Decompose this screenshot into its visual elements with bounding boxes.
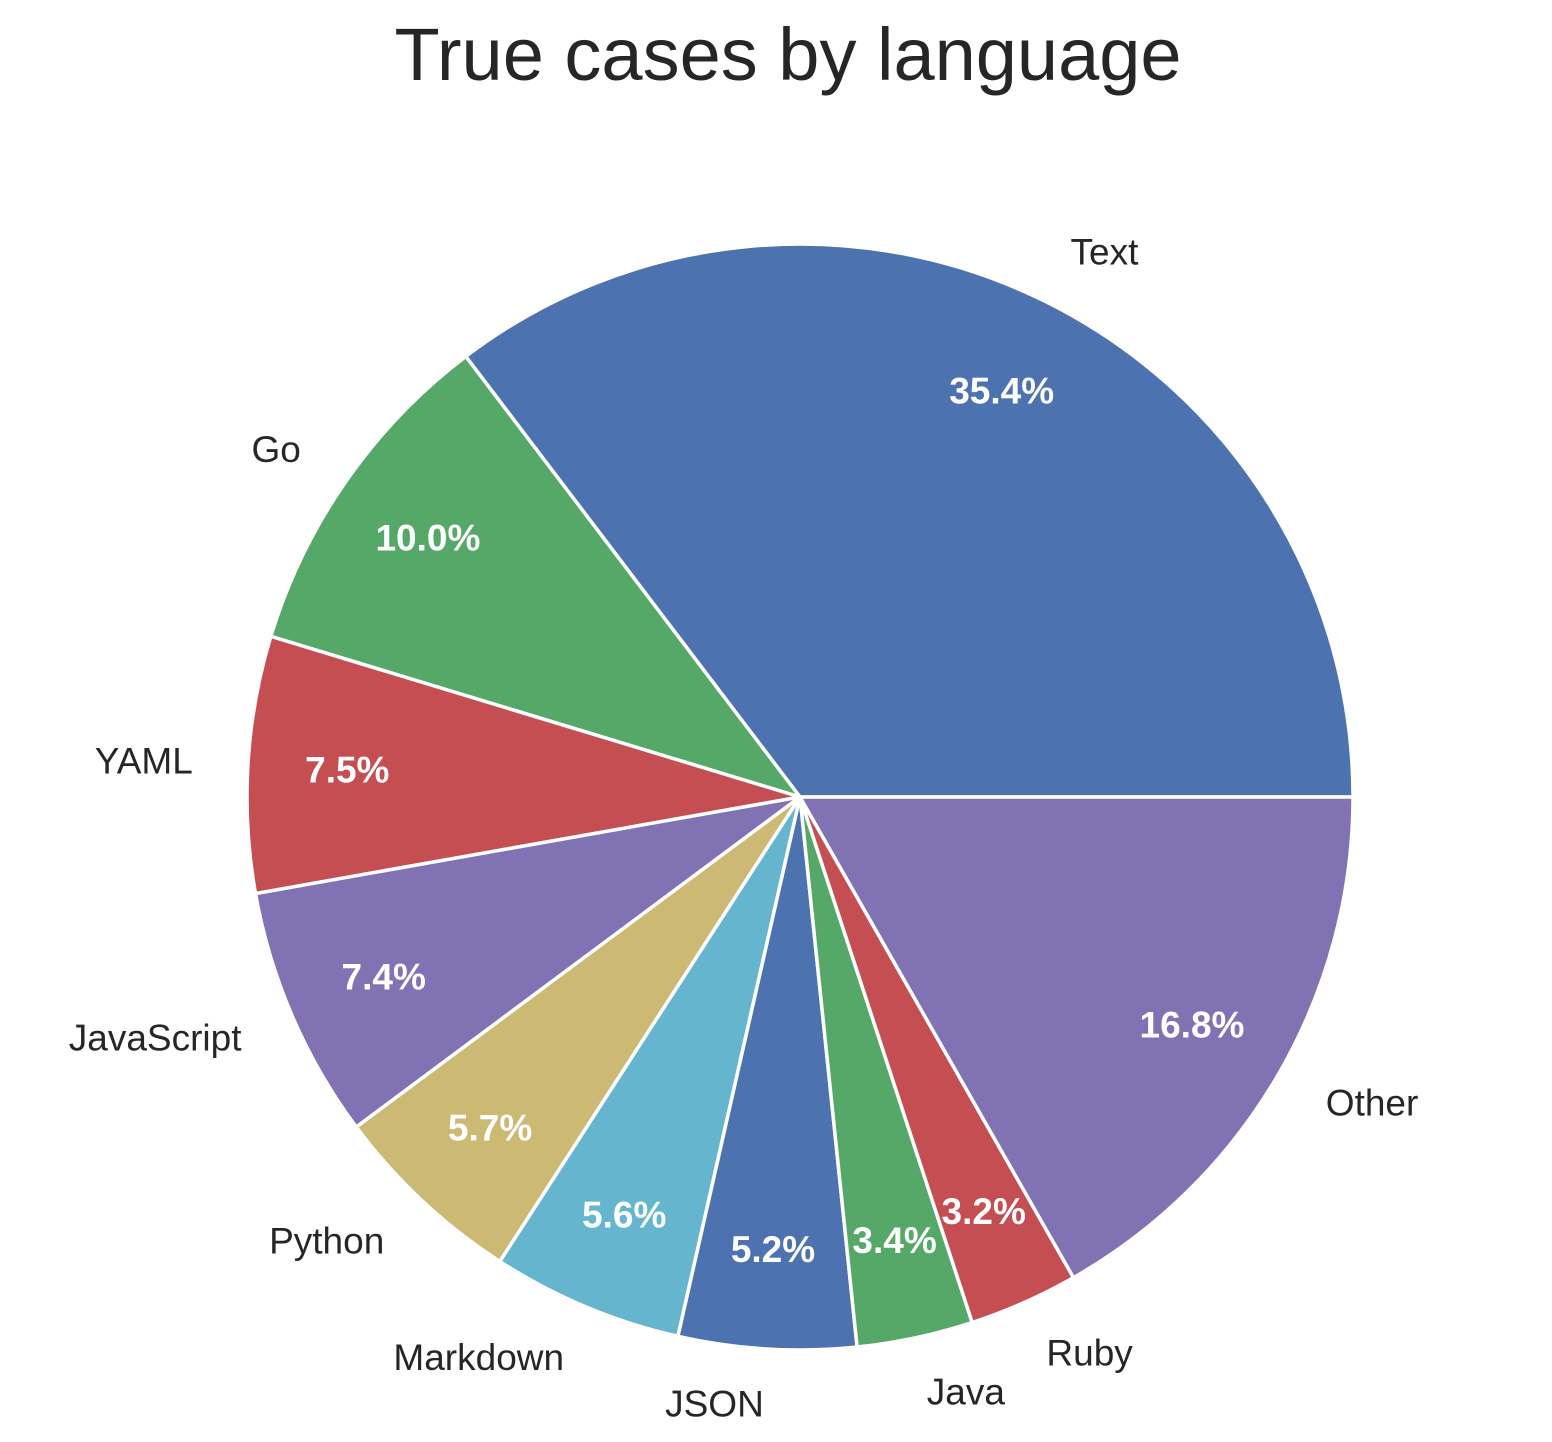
pct-label-python: 5.7% [448, 1108, 532, 1149]
pct-label-javascript: 7.4% [342, 956, 426, 997]
pct-label-json: 5.2% [731, 1229, 815, 1270]
slice-text [464, 242, 1355, 799]
slice-javascript [253, 795, 802, 1129]
slice-go [269, 354, 802, 799]
slice-label-json: JSON [665, 1384, 764, 1425]
slice-yaml [245, 634, 802, 896]
slice-json [676, 795, 859, 1352]
chart-title: True cases by language [394, 13, 1181, 96]
pct-label-java: 3.4% [852, 1220, 936, 1261]
slice-label-yaml: YAML [95, 740, 193, 781]
pct-label-yaml: 7.5% [305, 750, 389, 791]
pct-label-other: 16.8% [1140, 1005, 1245, 1046]
pct-label-markdown: 5.6% [582, 1195, 666, 1236]
slice-label-markdown: Markdown [393, 1337, 564, 1378]
slice-label-text: Text [1071, 232, 1140, 273]
slice-label-java: Java [927, 1371, 1006, 1412]
slice-label-go: Go [251, 429, 300, 470]
slice-markdown [498, 795, 802, 1339]
pie-labels: Text 35.4% Go 10.0% YAML 7.5% JavaScript 7.4% Py… [69, 232, 1419, 1425]
slice-label-javascript: JavaScript [69, 1018, 242, 1059]
slice-label-other: Other [1326, 1082, 1419, 1123]
pie-slices [245, 242, 1355, 1352]
slice-label-python: Python [269, 1221, 384, 1262]
slice-python [354, 795, 802, 1264]
pct-label-go: 10.0% [375, 517, 480, 558]
pct-label-ruby: 3.2% [942, 1191, 1026, 1232]
slice-label-ruby: Ruby [1046, 1333, 1133, 1374]
pct-label-text: 35.4% [949, 370, 1054, 411]
slice-other [798, 795, 1355, 1280]
